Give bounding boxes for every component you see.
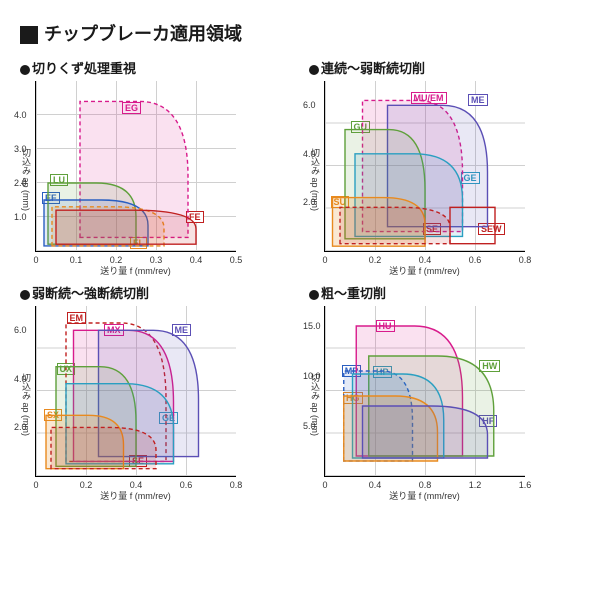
y-tick: 6.0 xyxy=(303,100,316,110)
region-SEW xyxy=(450,207,495,243)
y-tick: 2.0 xyxy=(14,422,27,432)
chart-title: 粗～重切削 xyxy=(309,283,580,302)
plot-svg xyxy=(325,306,525,476)
x-tick: 0.4 xyxy=(130,480,143,490)
chart-title: 連続～弱断続切削 xyxy=(309,58,580,77)
x-tick: 0.4 xyxy=(369,480,382,490)
region-SE xyxy=(51,427,156,468)
chart-3: 粗～重切削切込み ap (mm)00.40.81.21.65.010.015.0… xyxy=(309,283,580,502)
y-axis-label: 切込み ap (mm) xyxy=(309,306,324,502)
chart-2: 弱断続～強断続切削切込み ap (mm)00.20.40.60.82.04.06… xyxy=(20,283,291,502)
x-axis-label: 送り量 f (mm/rev) xyxy=(35,264,236,277)
x-tick: 0 xyxy=(322,480,327,490)
x-tick: 0.8 xyxy=(419,480,432,490)
x-tick: 0 xyxy=(322,255,327,265)
y-axis-label: 切込み ap (mm) xyxy=(20,306,35,502)
y-tick: 4.0 xyxy=(303,149,316,159)
x-tick: 1.6 xyxy=(519,480,532,490)
y-tick: 2.0 xyxy=(303,197,316,207)
main-title: チップブレーカ適用領域 xyxy=(20,20,580,46)
plot-area: 00.20.40.60.82.04.06.0MU/EMMEGUGESUSESEW xyxy=(324,81,525,252)
plot-area: 00.20.40.60.82.04.06.0EMMXMEUXGESXSE xyxy=(35,306,236,477)
region-SE xyxy=(340,207,450,243)
plot-svg xyxy=(36,81,236,251)
region-FE xyxy=(56,210,196,244)
x-tick: 0.4 xyxy=(419,255,432,265)
region-HF xyxy=(363,406,488,458)
x-tick: 0.5 xyxy=(230,255,243,265)
x-tick: 0.2 xyxy=(369,255,382,265)
charts-grid: 切りくず処理重視切込み ap (mm) 00.10.20.30.40.51.02.… xyxy=(20,58,580,502)
bullet-icon xyxy=(20,290,30,300)
x-axis-label: 送り量 f (mm/rev) xyxy=(324,264,525,277)
y-tick: 4.0 xyxy=(14,110,27,120)
x-tick: 0.2 xyxy=(110,255,123,265)
plot-area: 00.40.81.21.65.010.015.0HUHWMPHPHGHF xyxy=(324,306,525,477)
chart-1: 連続～弱断続切削切込み ap (mm)00.20.40.60.82.04.06.… xyxy=(309,58,580,277)
main-title-text: チップブレーカ適用領域 xyxy=(44,24,242,44)
y-tick: 6.0 xyxy=(14,325,27,335)
y-tick: 1.0 xyxy=(14,212,27,222)
y-axis-label: 切込み ap (mm) xyxy=(309,81,324,277)
y-tick: 4.0 xyxy=(14,374,27,384)
y-tick: 3.0 xyxy=(14,144,27,154)
bullet-icon xyxy=(309,290,319,300)
bullet-icon xyxy=(20,65,30,75)
x-tick: 0.3 xyxy=(150,255,163,265)
chart-title: 切りくず処理重視 xyxy=(20,58,291,77)
x-tick: 0.8 xyxy=(519,255,532,265)
x-tick: 0.6 xyxy=(469,255,482,265)
plot-area: 00.10.20.30.40.51.02.03.04.0EGLUEFFLFE xyxy=(35,81,236,252)
y-tick: 2.0 xyxy=(14,178,27,188)
x-tick: 0.1 xyxy=(70,255,83,265)
x-tick: 0.8 xyxy=(230,480,243,490)
title-square-icon xyxy=(20,26,38,44)
plot-svg xyxy=(325,81,525,251)
x-tick: 1.2 xyxy=(469,480,482,490)
x-tick: 0 xyxy=(33,255,38,265)
chart-0: 切りくず処理重視切込み ap (mm)00.10.20.30.40.51.02.… xyxy=(20,58,291,277)
y-tick: 15.0 xyxy=(303,321,321,331)
x-axis-label: 送り量 f (mm/rev) xyxy=(35,489,236,502)
x-tick: 0.6 xyxy=(180,480,193,490)
y-tick: 5.0 xyxy=(303,421,316,431)
x-tick: 0 xyxy=(33,480,38,490)
x-axis-label: 送り量 f (mm/rev) xyxy=(324,489,525,502)
x-tick: 0.2 xyxy=(80,480,93,490)
x-tick: 0.4 xyxy=(190,255,203,265)
chart-title: 弱断続～強断続切削 xyxy=(20,283,291,302)
y-tick: 10.0 xyxy=(303,371,321,381)
plot-svg xyxy=(36,306,236,476)
bullet-icon xyxy=(309,65,319,75)
